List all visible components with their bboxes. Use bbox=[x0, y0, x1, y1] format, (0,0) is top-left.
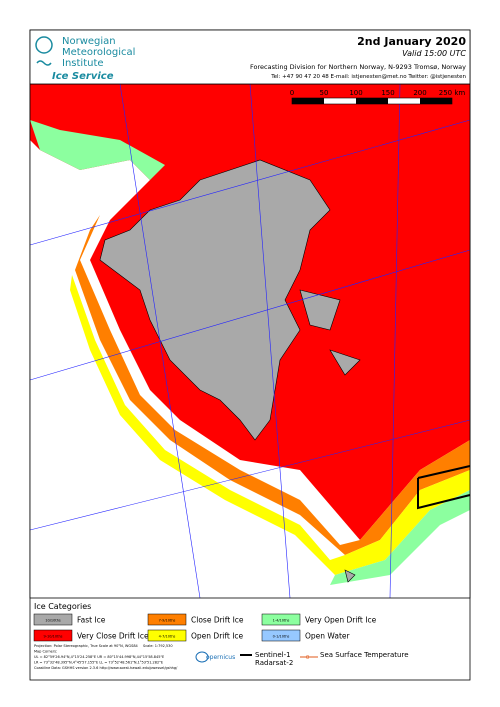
ice-close bbox=[75, 215, 470, 555]
scale-label: 150 bbox=[381, 89, 394, 97]
legend-code: 4-7/10ths bbox=[159, 635, 176, 639]
legend-title: Ice Categories bbox=[34, 602, 91, 611]
copernicus: opernicus bbox=[206, 654, 235, 661]
scale-segment bbox=[420, 98, 452, 104]
legend-label: Open Drift Ice bbox=[191, 632, 244, 641]
radarsat: Radarsat-2 bbox=[255, 659, 293, 667]
legend-code: 0-1/10ths bbox=[273, 635, 290, 639]
service: Ice Service bbox=[52, 71, 114, 82]
institute: Norwegian bbox=[62, 36, 116, 47]
ice-very-open bbox=[30, 120, 165, 180]
legend-swatch bbox=[261, 629, 301, 642]
legend-swatch bbox=[33, 613, 73, 626]
legend-code: 1-4/10ths bbox=[273, 619, 290, 623]
legend-label: Open Water bbox=[305, 632, 351, 641]
ice-open bbox=[70, 275, 470, 575]
copernicus-logo bbox=[195, 651, 209, 663]
institute: Meteorological bbox=[62, 47, 135, 58]
logo bbox=[35, 36, 53, 54]
note: Coastline Data: GSHHS version 2.3.6 http… bbox=[34, 666, 178, 670]
legend-code: 7-9/10ths bbox=[159, 619, 176, 623]
notes: Projection: Polar Stereographic, True Sc… bbox=[34, 644, 178, 670]
scale-label: 100 bbox=[349, 89, 362, 97]
note: UL = 82°59'26.94"N,4°15'24.258"E UR = 80… bbox=[34, 655, 164, 659]
sentinel: Sentinel-1 bbox=[255, 651, 291, 659]
scale-label: 200 bbox=[413, 89, 426, 97]
legend-swatch bbox=[33, 629, 73, 642]
scale-label: 250 km bbox=[439, 89, 466, 97]
header bbox=[29, 29, 471, 85]
logo-wave bbox=[36, 60, 52, 66]
legend-swatch bbox=[147, 613, 187, 626]
legend-label: Very Close Drift Ice bbox=[77, 632, 149, 641]
scale-segment bbox=[356, 98, 388, 104]
contact: Tel: +47 90 47 20 48 E-mail: istjenesten… bbox=[270, 74, 466, 80]
graticule bbox=[29, 83, 471, 599]
scale-label: 0 bbox=[290, 89, 294, 97]
date: 2nd January 2020 bbox=[357, 35, 466, 48]
legend-swatch bbox=[147, 629, 187, 642]
legend-code: 9-10/10ths bbox=[44, 635, 63, 639]
ice-very-open bbox=[330, 490, 470, 585]
map bbox=[29, 83, 471, 599]
legend: 10/10ths Fast Ice 7-9/10ths Close Drift Ice… bbox=[33, 613, 377, 642]
valid: Valid 15:00 UTC bbox=[402, 49, 466, 58]
sst: Sea Surface Temperature bbox=[320, 651, 409, 659]
scale-segment bbox=[292, 98, 324, 104]
note: Projection: Polar Stereographic, True Sc… bbox=[34, 644, 139, 648]
scale-bar: 0 50 100 150 200 250 km bbox=[290, 89, 466, 105]
legend-swatch bbox=[261, 613, 301, 626]
division: Forecasting Division for Northern Norway… bbox=[250, 63, 466, 71]
sst-zero: 0 bbox=[306, 655, 309, 661]
island bbox=[299, 289, 361, 583]
scale: Scale: 1:792,530 bbox=[143, 644, 173, 648]
legend-label: Close Drift Ice bbox=[191, 616, 244, 625]
legend-label: Fast Ice bbox=[77, 616, 106, 625]
note: LR = 73°32'48.395"N,4°45'57.155"E LL = 7… bbox=[34, 661, 163, 665]
legend-code: 10/10ths bbox=[45, 619, 61, 623]
institute: Institute bbox=[62, 58, 104, 69]
note: Map Corners: bbox=[34, 650, 57, 654]
legend-label: Very Open Drift Ice bbox=[305, 616, 377, 625]
sentinel-footprint bbox=[417, 465, 471, 510]
scale-label: 50 bbox=[320, 89, 329, 97]
